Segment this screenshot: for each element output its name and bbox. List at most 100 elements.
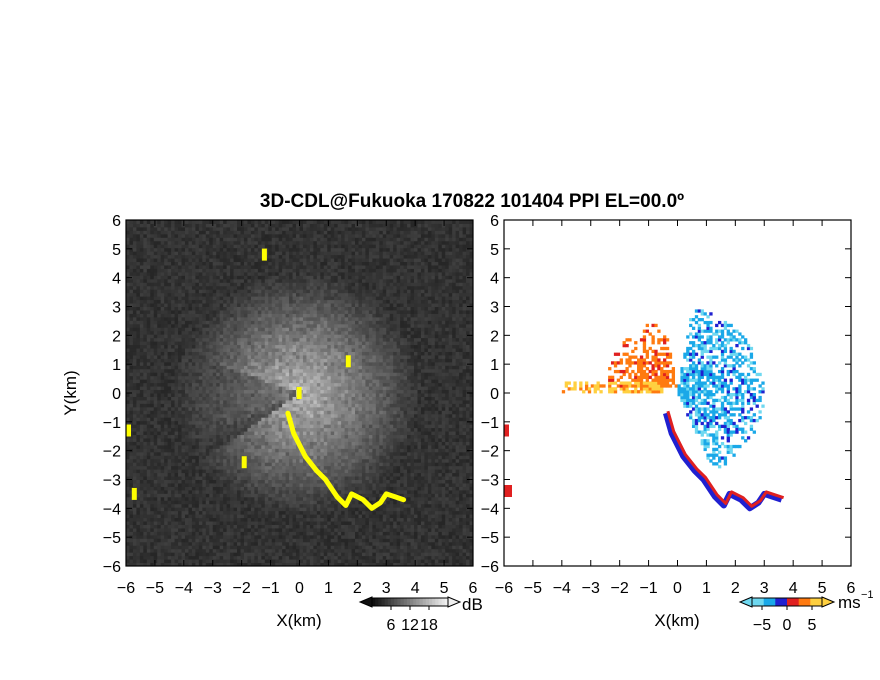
power-cell <box>164 527 169 532</box>
power-cell <box>247 521 252 525</box>
power-cell <box>250 306 255 311</box>
power-cell <box>296 285 300 290</box>
power-cell <box>216 220 221 224</box>
power-cell <box>233 413 238 418</box>
power-cell <box>233 444 238 449</box>
power-cell <box>143 493 148 498</box>
power-cell <box>139 361 144 366</box>
power-cell <box>240 427 245 432</box>
power-cell <box>237 559 242 564</box>
power-cell <box>164 327 169 332</box>
power-cell <box>143 361 148 366</box>
power-cell <box>230 503 235 508</box>
power-cell <box>143 503 148 508</box>
power-cell <box>250 524 255 529</box>
power-cell <box>129 341 134 346</box>
power-cell <box>150 271 155 276</box>
power-cell <box>247 503 252 508</box>
power-cell <box>247 403 252 408</box>
power-cell <box>278 316 283 321</box>
power-cell <box>257 399 262 404</box>
power-cell <box>209 555 214 560</box>
power-cell <box>153 476 158 480</box>
power-cell <box>243 389 248 394</box>
power-cell <box>250 261 255 266</box>
power-cell <box>264 538 269 543</box>
power-cell <box>282 514 287 519</box>
power-cell <box>205 531 210 536</box>
power-cell <box>296 313 300 318</box>
power-cell <box>219 527 224 532</box>
power-cell <box>278 496 283 501</box>
power-cell <box>282 493 287 498</box>
power-cell <box>223 503 228 508</box>
power-cell <box>164 330 169 335</box>
power-cell <box>219 465 224 470</box>
power-cell <box>202 271 207 276</box>
power-cell <box>167 368 172 373</box>
power-cell <box>233 309 238 314</box>
power-cell <box>268 299 273 304</box>
power-cell <box>212 285 217 290</box>
power-cell <box>153 344 158 349</box>
power-cell <box>202 410 207 415</box>
power-cell <box>212 247 217 252</box>
power-cell <box>250 396 255 401</box>
power-cell <box>243 510 248 515</box>
power-cell <box>178 472 183 477</box>
power-cell <box>132 233 137 238</box>
power-cell <box>202 289 207 294</box>
power-cell <box>188 320 193 325</box>
power-cell <box>240 524 245 529</box>
power-cell <box>136 451 141 456</box>
power-cell <box>254 292 259 297</box>
power-cell <box>205 517 210 522</box>
power-cell <box>174 372 179 377</box>
power-cell <box>219 451 224 456</box>
power-cell <box>164 496 169 501</box>
power-cell <box>292 320 297 325</box>
power-cell <box>264 496 269 501</box>
power-cell <box>289 486 294 491</box>
power-cell <box>233 348 238 352</box>
power-cell <box>132 448 137 453</box>
power-cell <box>160 427 165 432</box>
power-cell <box>278 448 283 453</box>
power-cell <box>250 486 255 491</box>
power-cell <box>212 548 217 553</box>
power-cell <box>261 306 266 311</box>
power-cell <box>226 559 231 564</box>
power-cell <box>178 296 183 301</box>
power-cell <box>188 510 193 515</box>
power-cell <box>188 514 193 519</box>
power-cell <box>184 476 189 480</box>
power-cell <box>296 538 300 543</box>
power-cell <box>257 306 262 311</box>
power-cell <box>202 275 207 280</box>
power-cell <box>191 251 196 256</box>
power-cell <box>230 368 235 373</box>
power-cell <box>219 507 224 512</box>
power-cell <box>150 299 155 304</box>
power-cell <box>129 444 134 449</box>
power-cell <box>167 240 172 245</box>
power-cell <box>195 268 200 273</box>
power-cell <box>174 226 179 231</box>
power-cell <box>275 482 280 487</box>
power-cell <box>157 527 162 532</box>
power-cell <box>243 372 248 377</box>
power-cell <box>205 313 210 318</box>
power-cell <box>240 472 245 477</box>
power-cell <box>143 268 148 273</box>
power-cell <box>230 396 235 401</box>
power-cell <box>202 444 207 449</box>
power-cell <box>230 482 235 487</box>
power-cell <box>184 292 189 297</box>
power-cell <box>153 507 158 512</box>
power-cell <box>184 299 189 304</box>
power-cell <box>296 469 300 474</box>
power-cell <box>171 413 176 418</box>
power-cell <box>150 486 155 491</box>
power-cell <box>257 334 262 339</box>
power-cell <box>289 330 294 335</box>
